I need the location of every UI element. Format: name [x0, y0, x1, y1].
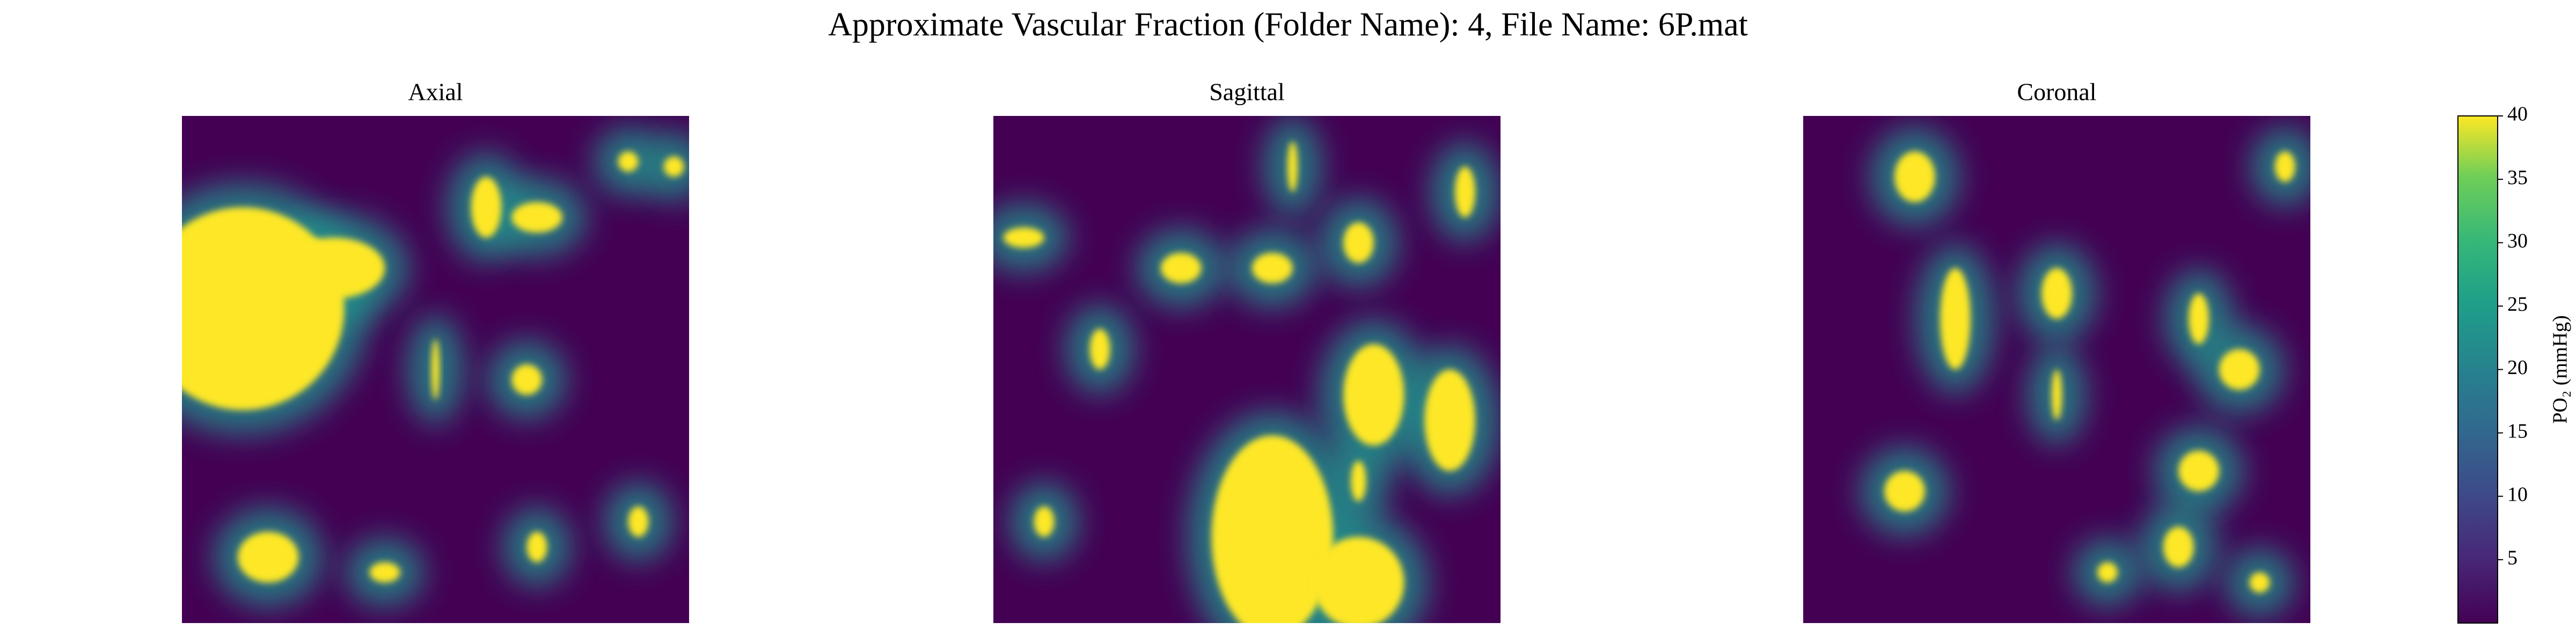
vessel	[1940, 268, 1971, 370]
vessel	[1343, 222, 1374, 264]
heatmap	[182, 116, 689, 623]
panel-title: Axial	[408, 78, 463, 106]
colorbar-tick-label: 10	[2507, 483, 2528, 506]
colorbar: 5 10 15 20 25 30 35 40 PO₂ (mmHg)	[2457, 103, 2572, 624]
figure-title: Approximate Vascular Fraction (Folder Na…	[828, 6, 1748, 43]
vessel	[283, 237, 385, 299]
colorbar-tick-label: 15	[2507, 420, 2528, 442]
vessel	[2219, 349, 2260, 390]
vessel	[618, 151, 639, 172]
vessel	[1343, 344, 1404, 446]
vessel	[1211, 435, 1334, 623]
vessel	[2052, 369, 2062, 420]
vessel	[2178, 450, 2219, 492]
vessel	[2041, 268, 2072, 319]
vessel	[2189, 293, 2209, 345]
vessel	[1454, 166, 1475, 217]
panel-title: Sagittal	[1209, 78, 1285, 106]
vessel	[1313, 537, 1404, 623]
vessel	[1424, 369, 1475, 471]
colorbar-tick-label: 30	[2507, 230, 2528, 252]
vessel	[1884, 471, 1925, 512]
panel-title: Coronal	[2017, 78, 2096, 106]
colorbar-gradient	[2457, 115, 2498, 624]
colorbar-tick-label: 35	[2507, 166, 2528, 189]
vessel	[1351, 460, 1366, 502]
heatmap	[993, 116, 1501, 623]
colorbar-tick-label: 40	[2507, 103, 2528, 126]
vessel	[237, 531, 299, 583]
vessel	[1089, 328, 1110, 370]
vessel	[663, 156, 684, 177]
vessel	[526, 531, 547, 562]
vessel	[1034, 506, 1055, 537]
vessel	[2097, 562, 2118, 583]
heatmap	[1803, 116, 2310, 623]
vessel	[511, 364, 542, 395]
vessel	[2274, 151, 2295, 182]
vessel	[511, 202, 562, 233]
vessel	[182, 207, 345, 411]
colorbar-tick-label: 20	[2507, 356, 2528, 379]
vessel	[1287, 141, 1298, 192]
vessel	[628, 506, 649, 537]
colorbar-tick-label: 25	[2507, 293, 2528, 316]
vessel	[2249, 572, 2270, 593]
panels: Axial Sagittal Coronal	[182, 78, 2310, 623]
vessel	[1003, 227, 1044, 248]
vessel	[431, 339, 440, 400]
colorbar-tick-label: 5	[2507, 547, 2518, 569]
colorbar-label: PO₂ (mmHg)	[2549, 315, 2572, 423]
vessel	[2163, 526, 2194, 568]
vessel	[471, 177, 502, 238]
vessel	[369, 562, 400, 583]
vessel	[1160, 253, 1202, 283]
vessel	[1252, 253, 1293, 283]
vessel	[1894, 151, 1935, 202]
